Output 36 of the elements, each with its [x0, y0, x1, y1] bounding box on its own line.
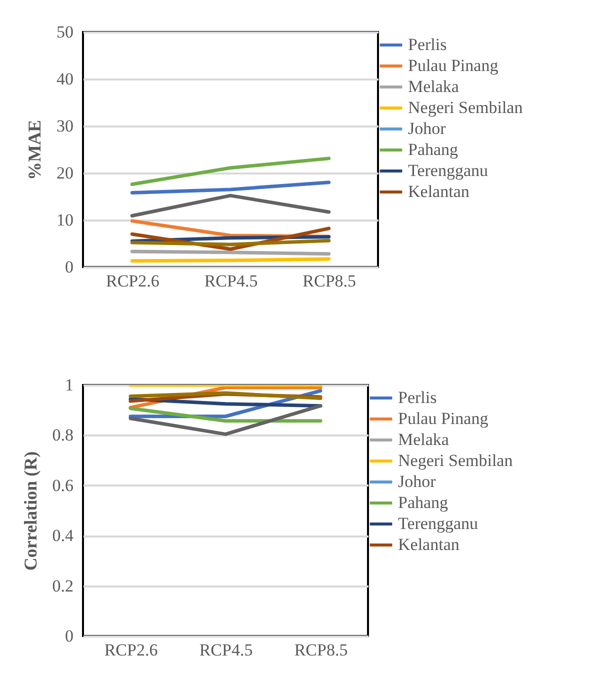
y-axis-title: Correlation (R) — [20, 451, 40, 571]
y-tick-label: 0.4 — [52, 526, 74, 546]
legend-label: Perlis — [408, 35, 447, 54]
legend-label: Kelantan — [408, 182, 470, 201]
y-axis-title: %MAE — [24, 120, 44, 180]
legend-label: Johor — [408, 119, 446, 138]
legend-label: Johor — [398, 472, 436, 491]
y-tick-label: 20 — [56, 164, 74, 182]
legend-label: Pahang — [398, 493, 449, 512]
x-tick-label: RCP4.5 — [204, 272, 258, 290]
y-tick-label: 10 — [56, 210, 74, 230]
y-tick-label: 40 — [56, 70, 74, 88]
y-tick-label: 0 — [65, 258, 74, 276]
y-tick-label: 50 — [56, 22, 74, 42]
x-tick-label: RCP8.5 — [294, 640, 348, 660]
legend-label: Pulau Pinang — [398, 409, 489, 428]
legend-label: Terengganu — [408, 161, 488, 180]
x-tick-label: RCP4.5 — [199, 640, 253, 660]
legend-label: Melaka — [398, 430, 450, 449]
x-tick-label: RCP8.5 — [302, 272, 356, 290]
legend-label: Pahang — [408, 140, 459, 159]
legend-label: Pulau Pinang — [408, 56, 499, 75]
y-tick-label: 0 — [65, 626, 74, 646]
y-tick-label: 1 — [65, 376, 74, 394]
legend-label: Perlis — [398, 388, 437, 407]
legend-label: Melaka — [408, 77, 460, 96]
y-tick-label: 0.6 — [52, 476, 74, 495]
x-tick-label: RCP2.6 — [106, 272, 160, 290]
legend-label: Terengganu — [398, 514, 478, 533]
legend-label: Kelantan — [398, 535, 460, 554]
legend-label: Negeri Sembilan — [398, 451, 514, 470]
x-tick-label: RCP2.6 — [104, 640, 158, 660]
y-tick-label: 0.8 — [52, 426, 74, 445]
legend-label: Negeri Sembilan — [408, 98, 524, 117]
y-tick-label: 30 — [56, 116, 74, 136]
y-tick-label: 0.2 — [52, 576, 74, 596]
